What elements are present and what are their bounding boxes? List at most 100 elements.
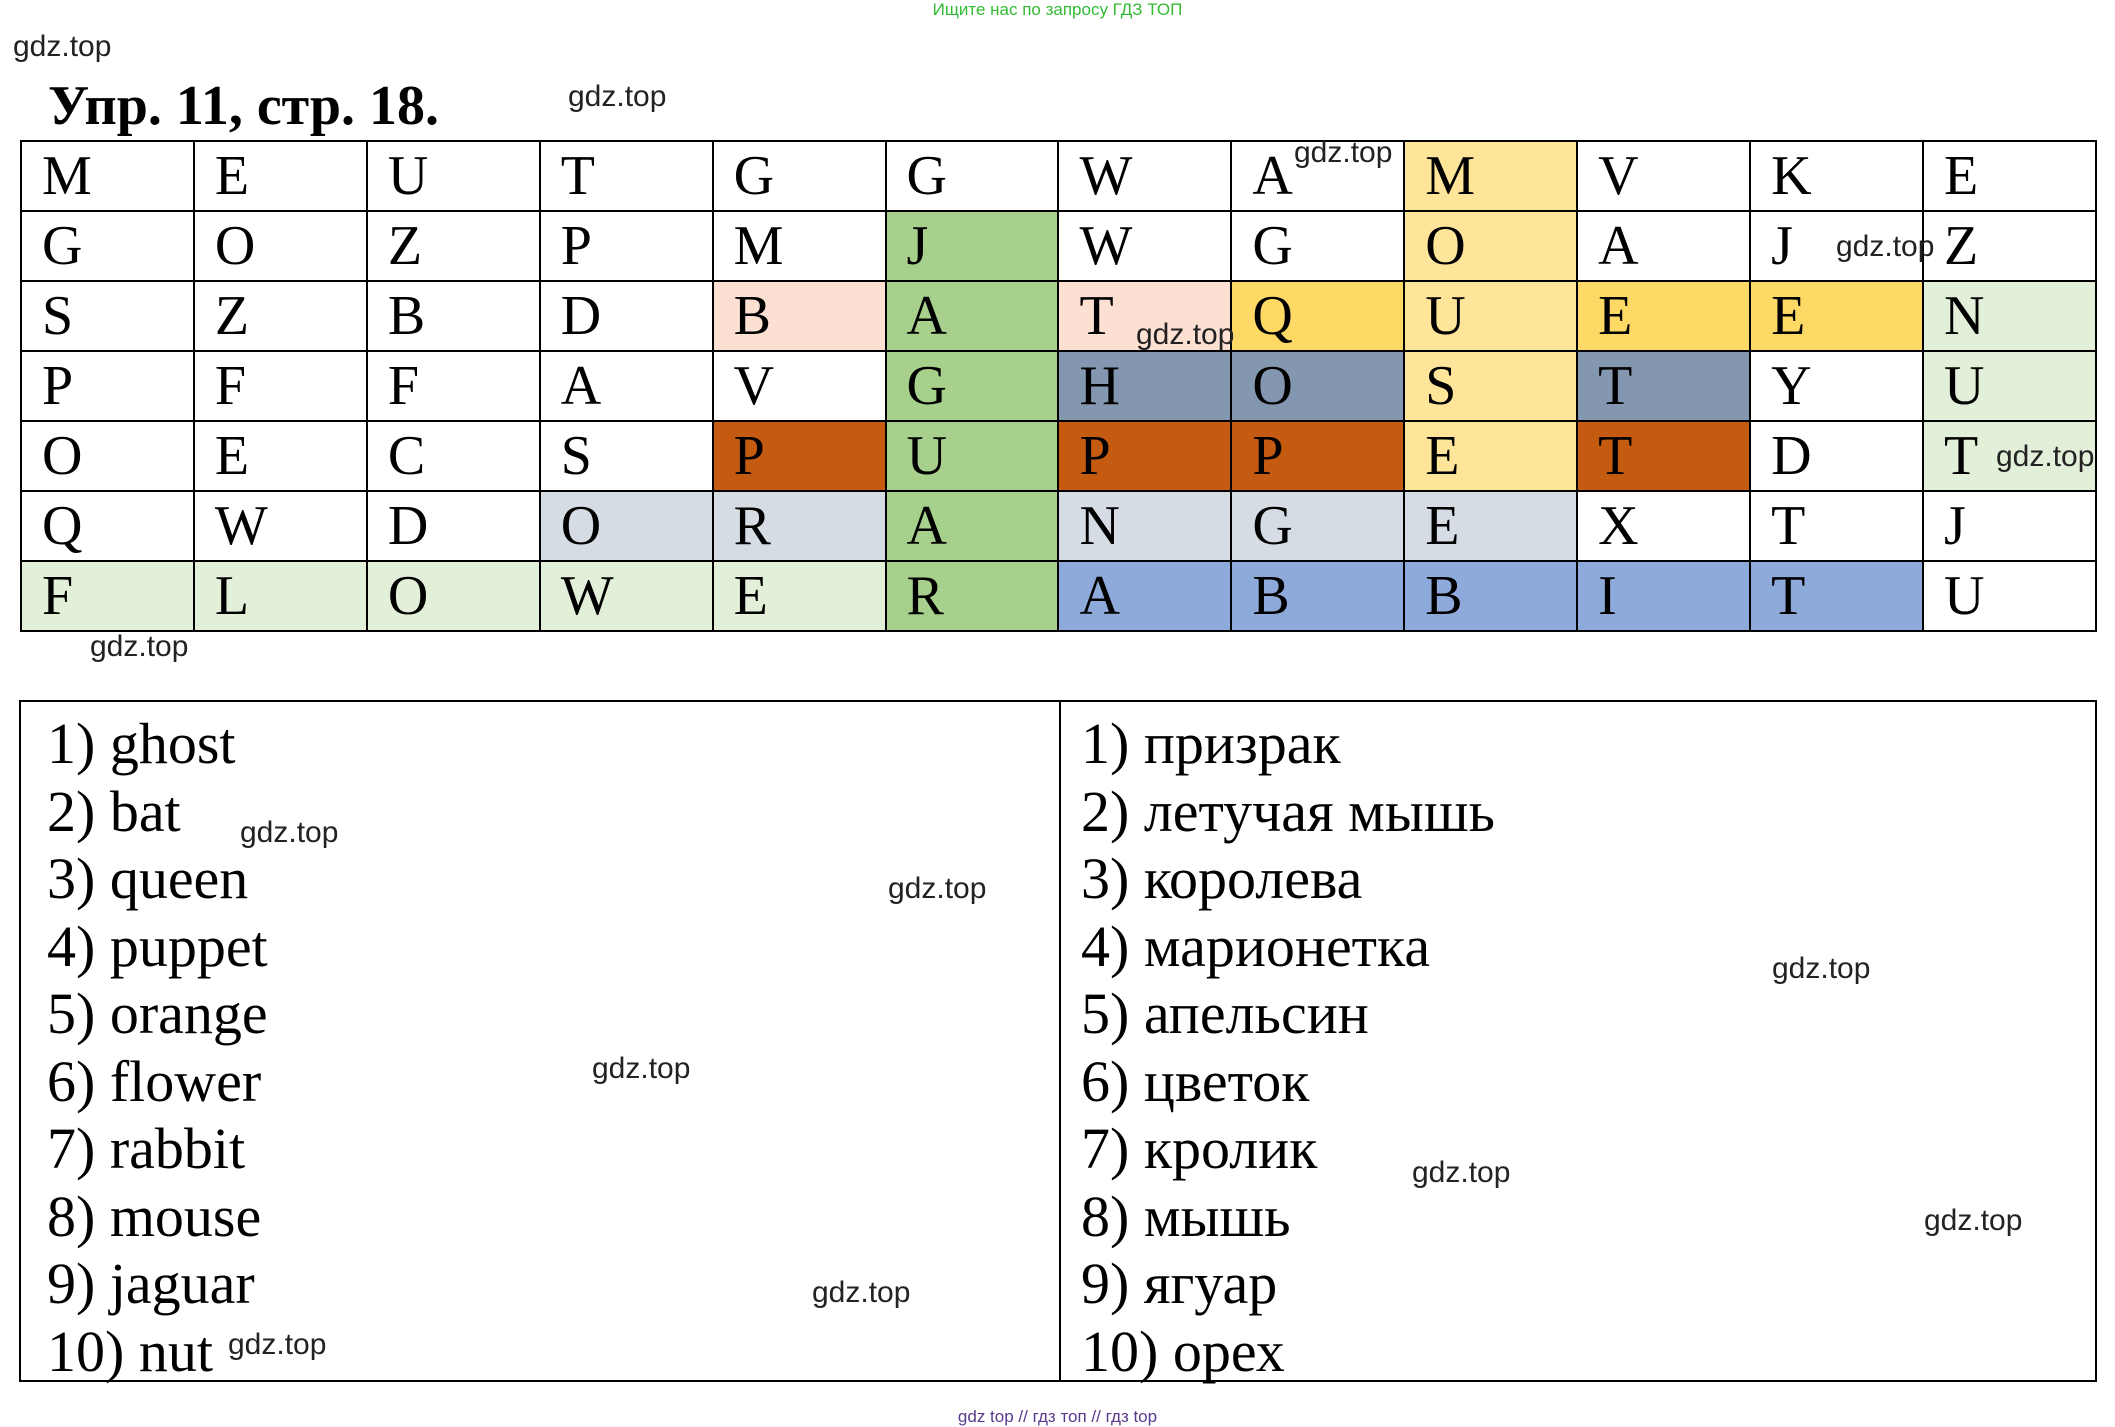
grid-cell: E <box>711 560 887 632</box>
grid-cell: T <box>1576 420 1752 492</box>
word-list-box: 1) ghost 2) bat 3) queen 4) puppet 5) orange… <box>19 700 2097 1385</box>
grid-cell: M <box>711 210 887 282</box>
watermark: gdz.top <box>1996 440 2095 473</box>
english-word-item: 7) rabbit <box>47 1116 246 1181</box>
russian-word-item: 8) мышь <box>1081 1183 1291 1249</box>
grid-cell: E <box>192 140 368 212</box>
grid-cell: Y <box>1749 350 1924 422</box>
grid-cell: S <box>538 420 714 492</box>
grid-cell: S <box>1403 350 1579 422</box>
watermark: gdz.top <box>1136 318 1235 351</box>
grid-cell: P <box>711 420 887 492</box>
english-word-list: 1) ghost 2) bat 3) queen 4) puppet 5) orange… <box>47 710 268 1385</box>
english-word-item: 10) nut <box>47 1318 213 1384</box>
grid-cell: F <box>20 560 195 632</box>
english-word-item: 3) queen <box>47 846 249 911</box>
grid-cell: X <box>1576 490 1752 562</box>
grid-cell: O <box>538 490 714 562</box>
grid-cell: N <box>1057 490 1233 562</box>
grid-cell: Z <box>365 210 541 282</box>
grid-cell: A <box>884 490 1060 562</box>
russian-word-item: 2) летучая мышь <box>1081 778 1495 844</box>
watermark: gdz.top <box>1836 230 1935 263</box>
watermark: gdz.top <box>888 872 987 905</box>
grid-cell: V <box>1576 140 1752 212</box>
grid-cell: F <box>192 350 368 422</box>
grid-cell: R <box>711 490 887 562</box>
english-word-item: 6) flower <box>47 1048 262 1114</box>
grid-cell: P <box>538 210 714 282</box>
watermark: gdz.top <box>90 630 189 663</box>
grid-cell: Q <box>1230 280 1406 352</box>
watermark: gdz.top <box>1924 1204 2023 1237</box>
grid-cell: B <box>711 280 887 352</box>
russian-word-item: 5) апельсин <box>1081 981 1369 1046</box>
grid-cell: E <box>1576 280 1752 352</box>
grid-cell: U <box>1403 280 1579 352</box>
grid-cell: J <box>1921 490 2098 562</box>
watermark: gdz.top <box>592 1052 691 1085</box>
grid-cell: B <box>365 280 541 352</box>
grid-cell: J <box>884 210 1060 282</box>
grid-cell: P <box>1057 420 1233 492</box>
grid-cell: W <box>538 560 714 632</box>
english-word-item: 1) ghost <box>47 711 236 776</box>
grid-cell: A <box>538 350 714 422</box>
watermark: gdz.top <box>568 80 667 113</box>
grid-cell: U <box>1921 350 2098 422</box>
search-hint-banner: Ищите нас по запросу ГДЗ ТОП <box>932 0 1183 19</box>
grid-cell: B <box>1403 560 1579 632</box>
grid-cell: A <box>1576 210 1752 282</box>
grid-cell: D <box>538 280 714 352</box>
grid-cell: G <box>1230 490 1406 562</box>
russian-word-item: 4) марионетка <box>1081 913 1431 979</box>
english-word-item: 8) mouse <box>47 1183 262 1249</box>
grid-cell: O <box>365 560 541 632</box>
grid-cell: E <box>1403 490 1579 562</box>
grid-cell: F <box>365 350 541 422</box>
grid-cell: Z <box>1921 210 2098 282</box>
russian-word-item: 1) призрак <box>1081 711 1341 776</box>
grid-cell: D <box>365 490 541 562</box>
watermark: gdz.top <box>812 1276 911 1309</box>
grid-cell: D <box>1749 420 1924 492</box>
grid-cell: O <box>1230 350 1406 422</box>
grid-cell: E <box>1921 140 2098 212</box>
grid-cell: T <box>1749 490 1924 562</box>
grid-cell: N <box>1921 280 2098 352</box>
russian-word-item: 7) кролик <box>1081 1116 1318 1181</box>
grid-cell: C <box>365 420 541 492</box>
grid-cell: T <box>1576 350 1752 422</box>
grid-cell: R <box>884 560 1060 632</box>
grid-cell: G <box>884 350 1060 422</box>
russian-word-item: 10) орех <box>1081 1318 1285 1384</box>
grid-cell: G <box>1230 210 1406 282</box>
english-word-item: 9) jaguar <box>47 1251 255 1316</box>
grid-cell: I <box>1576 560 1752 632</box>
grid-cell: H <box>1057 350 1233 422</box>
russian-word-item: 6) цветок <box>1081 1048 1310 1114</box>
grid-cell: W <box>1057 140 1233 212</box>
grid-cell: Q <box>20 490 195 562</box>
grid-cell: U <box>1921 560 2098 632</box>
watermark: gdz.top <box>240 816 339 849</box>
grid-cell: Z <box>192 280 368 352</box>
watermark: gdz.top <box>228 1328 327 1361</box>
grid-cell: A <box>1057 560 1233 632</box>
page-title: Упр. 11, стр. 18. <box>48 75 440 137</box>
grid-cell: L <box>192 560 368 632</box>
grid-cell: V <box>711 350 887 422</box>
grid-cell: P <box>20 350 195 422</box>
grid-cell: G <box>884 140 1060 212</box>
russian-word-item: 3) королева <box>1081 846 1363 911</box>
footer-links: gdz top // гдз топ // гдз top <box>957 1407 1158 1426</box>
grid-cell: E <box>1403 420 1579 492</box>
grid-cell: W <box>1057 210 1233 282</box>
